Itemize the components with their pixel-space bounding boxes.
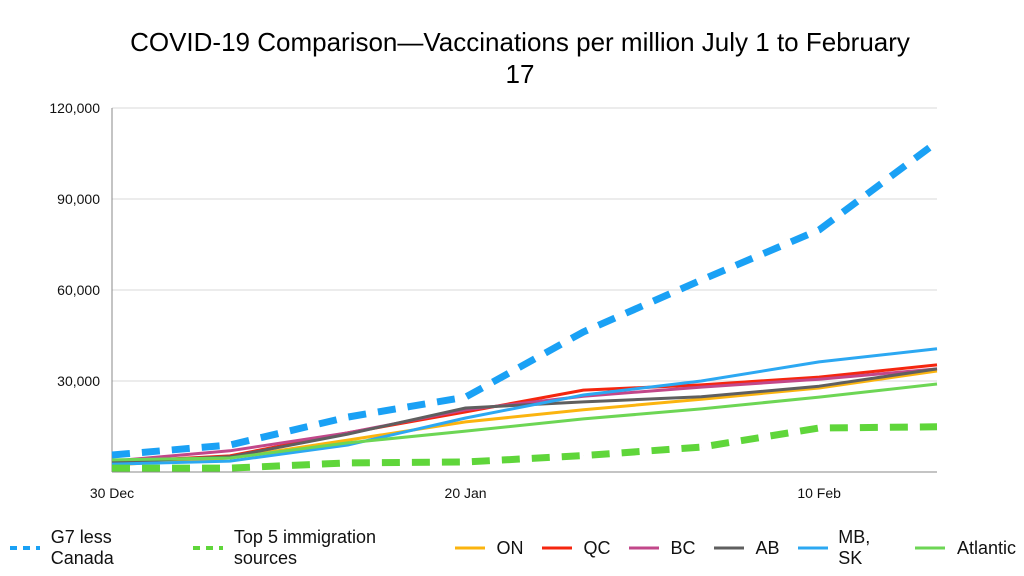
legend-label: MB, SK (838, 527, 871, 568)
legend-item: AB (712, 538, 780, 559)
series-line-g7-less-canada (111, 139, 940, 459)
legend-label: AB (755, 537, 780, 558)
line-chart: 120,000 90,000 60,000 30,000 30 Dec 20 Jan 10… (49, 100, 940, 501)
y-axis-ticks: 120,000 90,000 60,000 30,000 (49, 100, 100, 389)
y-tick-label: 120,000 (49, 100, 100, 116)
legend-swatch-icon (914, 546, 945, 550)
y-tick-label: 90,000 (57, 191, 100, 207)
legend-label: Top 5 immigration sources (233, 527, 376, 568)
gridlines (112, 107, 937, 382)
legend-swatch-icon (628, 546, 659, 550)
legend-swatch-icon (797, 546, 828, 550)
legend-swatch-icon (454, 546, 485, 550)
legend-item: Atlantic (913, 538, 1016, 559)
legend-item: G7 less Canada (8, 527, 175, 569)
legend-label: BC (670, 537, 696, 558)
series-lines (111, 139, 940, 472)
legend-item: Top 5 immigration sources (191, 527, 436, 569)
chart-title-line-2: 17 (505, 59, 535, 89)
series-line-ab (111, 367, 938, 464)
series-line-mb-sk (111, 347, 938, 466)
legend-item: ON (453, 538, 524, 559)
legend-item: QC (540, 538, 611, 559)
legend-swatch-icon (10, 546, 40, 550)
y-tick-label: 30,000 (57, 373, 100, 389)
y-tick-label: 60,000 (57, 282, 100, 298)
x-tick-label: 30 Dec (90, 485, 134, 501)
x-tick-label: 20 Jan (445, 485, 487, 501)
x-tick-label: 10 Feb (797, 485, 841, 501)
legend-label: Atlantic (956, 537, 1016, 558)
legend-item: MB, SK (796, 527, 897, 569)
legend-swatch-icon (713, 546, 744, 550)
series-line-atlantic (111, 382, 938, 462)
series-line-bc (111, 367, 938, 463)
legend-label: QC (583, 537, 611, 558)
x-axis-ticks: 30 Dec 20 Jan 10 Feb (90, 485, 841, 501)
legend: G7 less Canada Top 5 immigration sources O… (0, 527, 1024, 569)
axes (111, 108, 937, 473)
chart-title: COVID-19 Comparison—Vaccinations per mil… (100, 26, 940, 90)
legend-swatch-icon (541, 546, 572, 550)
legend-swatch-icon (193, 546, 224, 550)
legend-label: ON (496, 537, 524, 558)
legend-label: G7 less Canada (50, 527, 114, 568)
series-line-top-5-immigration-sources (112, 423, 938, 472)
legend-item: BC (627, 538, 696, 559)
chart-title-line-1: COVID-19 Comparison—Vaccinations per mil… (130, 27, 910, 57)
